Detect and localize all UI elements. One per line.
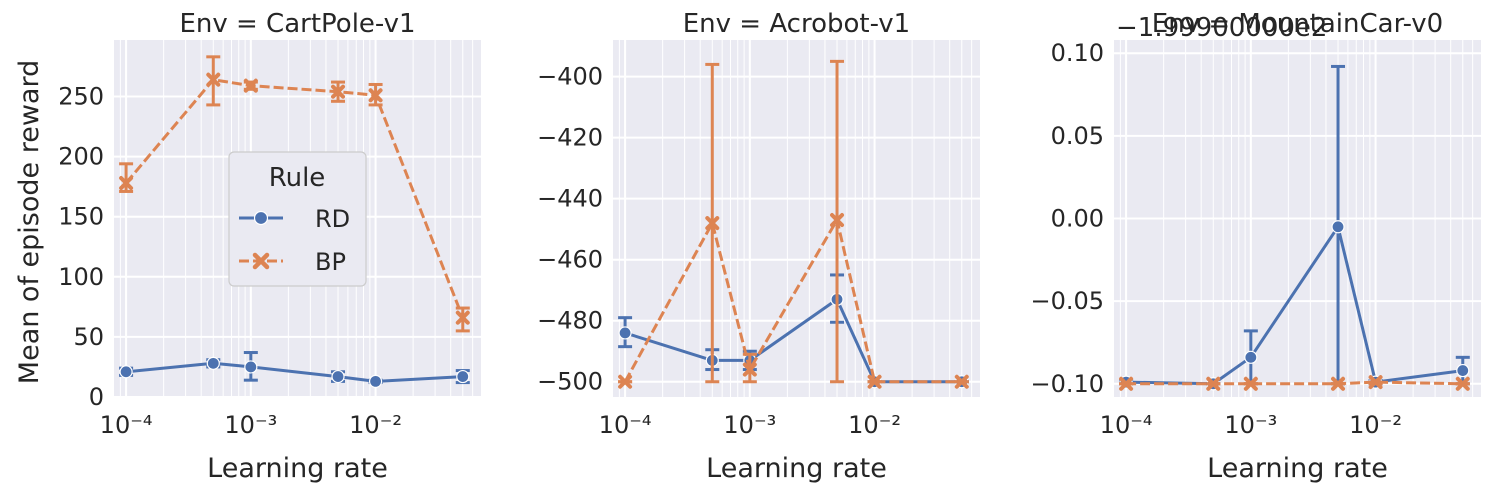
x-tick-label: 10⁻³ bbox=[723, 411, 776, 439]
panel-title: Env = CartPole-v1 bbox=[179, 9, 415, 39]
data-point bbox=[119, 365, 133, 379]
data-point bbox=[368, 88, 383, 103]
series-bp bbox=[119, 55, 470, 333]
legend-entry-bp: BP bbox=[239, 248, 346, 276]
x-tick-label: 10⁻² bbox=[848, 411, 901, 439]
data-point bbox=[455, 310, 470, 325]
y-offset-label: −1.99900000e2 bbox=[1116, 13, 1327, 43]
y-tick-label: 0.05 bbox=[1051, 122, 1104, 150]
y-tick-label: 0 bbox=[89, 383, 104, 411]
y-tick-label: 0.00 bbox=[1051, 205, 1104, 233]
legend-label-rd: RD bbox=[315, 205, 350, 233]
series-line-rd bbox=[624, 297, 962, 384]
legend-title: Rule bbox=[269, 163, 326, 193]
y-tick-label: −440 bbox=[537, 185, 603, 213]
series-line-bp bbox=[1126, 380, 1463, 386]
data-point bbox=[368, 374, 383, 388]
plot-background bbox=[613, 40, 980, 397]
data-point bbox=[1243, 376, 1258, 391]
series-bp bbox=[1119, 375, 1470, 391]
panel-title: Env = Acrobot-v1 bbox=[683, 9, 910, 39]
y-tick-label: −400 bbox=[537, 63, 603, 91]
data-point bbox=[1206, 376, 1221, 391]
x-tick-label: 10⁻⁴ bbox=[599, 411, 652, 439]
legend-entry-rd: RD bbox=[239, 205, 350, 233]
data-point bbox=[331, 84, 346, 99]
x-axis-label: Learning rate bbox=[207, 453, 388, 484]
data-point bbox=[119, 176, 134, 191]
legend-marker-bp bbox=[252, 252, 270, 270]
data-point bbox=[1119, 376, 1134, 391]
y-tick-label: 50 bbox=[73, 323, 104, 351]
data-point bbox=[1368, 375, 1383, 390]
legend-box bbox=[228, 151, 367, 287]
y-axis-label: Mean of episode reward bbox=[14, 60, 45, 384]
data-point bbox=[618, 326, 632, 340]
data-point bbox=[206, 356, 220, 370]
y-tick-label: 100 bbox=[58, 263, 104, 291]
series-line-rd bbox=[125, 361, 463, 383]
y-tick-label: 250 bbox=[58, 82, 104, 110]
x-tick-label: 10⁻³ bbox=[224, 411, 277, 439]
legend-label-bp: BP bbox=[315, 248, 346, 276]
data-point bbox=[456, 369, 470, 384]
data-point bbox=[867, 374, 882, 389]
legend: Rule RD BP bbox=[228, 151, 367, 287]
panel-acrobot: 10⁻⁴ 10⁻³ 10⁻² −500 −480 −460 −440 −420 −400 Env … bbox=[537, 9, 980, 484]
data-point bbox=[1331, 220, 1345, 234]
y-tick-label: −480 bbox=[537, 307, 603, 335]
y-tick-label: −500 bbox=[537, 368, 603, 396]
data-point bbox=[618, 374, 633, 389]
data-point bbox=[1455, 376, 1470, 391]
data-point bbox=[954, 374, 969, 389]
y-tick-label: −460 bbox=[537, 246, 603, 274]
y-tick-label: 200 bbox=[58, 143, 104, 171]
x-tick-label: 10⁻² bbox=[349, 411, 402, 439]
x-axis-label: Learning rate bbox=[706, 453, 887, 484]
data-point bbox=[742, 362, 757, 377]
x-tick-label: 10⁻³ bbox=[1224, 411, 1277, 439]
data-point bbox=[830, 213, 845, 228]
panel-mountaincar: 10⁻⁴ 10⁻³ 10⁻² −0.10 −0.05 0.00 0.05 0.10 Env = … bbox=[1030, 9, 1481, 484]
y-tick-label: 0.10 bbox=[1051, 39, 1104, 67]
data-point bbox=[206, 72, 221, 87]
y-tick-label: −0.05 bbox=[1030, 287, 1104, 315]
legend-marker-rd bbox=[253, 210, 269, 226]
y-tick-label: 150 bbox=[58, 203, 104, 231]
x-tick-label: 10⁻⁴ bbox=[1100, 411, 1153, 439]
panel-title: Env = MountainCar-v0 bbox=[1152, 9, 1443, 39]
x-tick-label: 10⁻² bbox=[1349, 411, 1402, 439]
x-axis-label: Learning rate bbox=[1207, 453, 1388, 484]
data-point bbox=[244, 360, 258, 374]
series-bp bbox=[618, 59, 969, 389]
data-point bbox=[1456, 363, 1470, 378]
data-point bbox=[331, 369, 345, 384]
y-tick-label: −420 bbox=[537, 124, 603, 152]
data-point bbox=[243, 78, 258, 93]
series-line-bp bbox=[124, 78, 465, 319]
data-point bbox=[705, 216, 720, 231]
series-rd bbox=[119, 351, 470, 388]
y-tick-label: −0.10 bbox=[1030, 370, 1104, 398]
x-tick-label: 10⁻⁴ bbox=[100, 411, 153, 439]
data-point bbox=[1244, 350, 1258, 364]
data-point bbox=[1331, 376, 1346, 391]
